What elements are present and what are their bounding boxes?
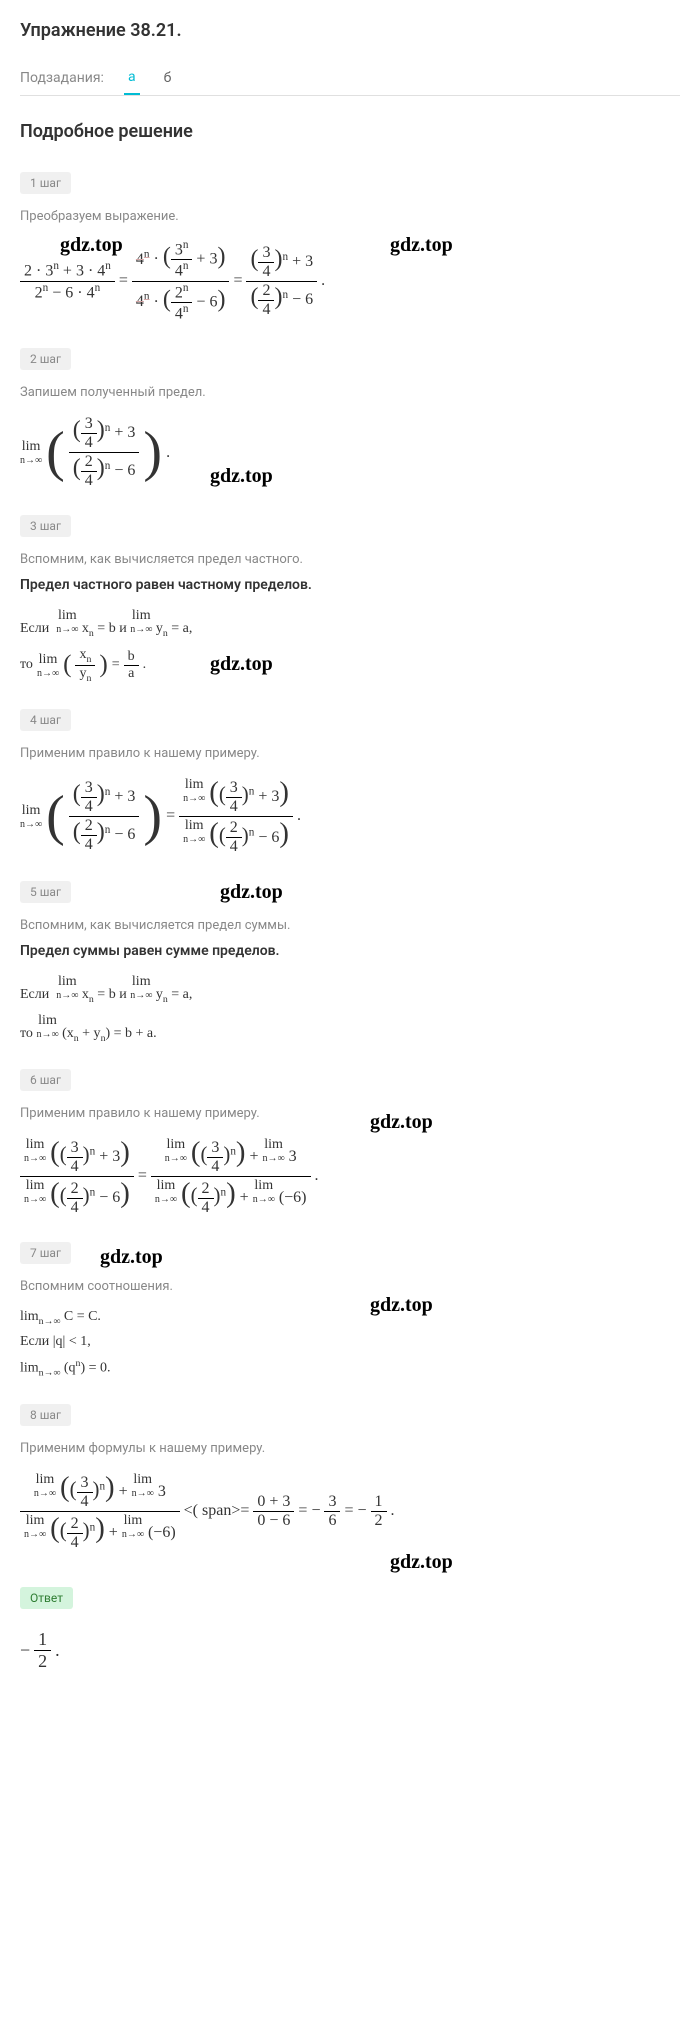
step-badge-8: 8 шаг xyxy=(20,1404,71,1426)
tab-a[interactable]: а xyxy=(124,61,140,95)
subtasks-row: Подзадания: а б xyxy=(20,61,680,96)
step-bold-5: Предел суммы равен сумме пределов. xyxy=(20,943,680,959)
math-step-3: gdz.top Если limn→∞ xn = b и limn→∞ yn =… xyxy=(20,608,680,683)
math-step-7: gdz.top limn→∞ C = C. Если |q| < 1, limn… xyxy=(20,1309,680,1379)
step-badge-2: 2 шаг xyxy=(20,348,71,370)
math-step-4: gdz.top limn→∞ ( (34)n + 3 (24)n − 6 ) =… xyxy=(20,776,680,857)
step-badge-1: 1 шаг xyxy=(20,172,71,194)
step-text-8: Применим формулы к нашему примеру. xyxy=(20,1441,680,1456)
subtasks-label: Подзадания: xyxy=(20,70,104,86)
watermark: gdz.top xyxy=(220,881,283,904)
step-text-4: Применим правило к нашему примеру. xyxy=(20,746,680,761)
tab-b[interactable]: б xyxy=(160,62,176,94)
math-step-8: gdz.top limn→∞ ((34)n) + limn→∞ 3 limn→∞… xyxy=(20,1471,680,1552)
watermark: gdz.top xyxy=(100,1246,163,1269)
step-text-7: Вспомним соотношения. xyxy=(20,1279,680,1294)
section-title: Подробное решение xyxy=(20,121,680,142)
math-step-2: gdz.top limn→∞ ( (34)n + 3 (24)n − 6 ) . xyxy=(20,415,680,490)
math-step-1: gdz.top gdz.top 2 · 3n + 3 · 4n 2n − 6 ·… xyxy=(20,239,680,323)
exercise-title: Упражнение 38.21. xyxy=(20,20,680,41)
step-badge-7: 7 шаг xyxy=(20,1242,71,1264)
math-step-5: Если limn→∞ xn = b и limn→∞ yn = a, то l… xyxy=(20,974,680,1044)
step-badge-5: 5 шаг xyxy=(20,881,71,903)
step-text-5: Вспомним, как вычисляется предел суммы. xyxy=(20,918,680,933)
math-step-6: gdz.top gdz.top limn→∞ ((34)n + 3) limn→… xyxy=(20,1136,680,1217)
step-text-3: Вспомним, как вычисляется предел частног… xyxy=(20,552,680,567)
step-badge-6: 6 шаг xyxy=(20,1069,71,1091)
step-bold-3: Предел частного равен частному пределов. xyxy=(20,577,680,593)
step-text-1: Преобразуем выражение. xyxy=(20,209,680,224)
answer-badge: Ответ xyxy=(20,1587,73,1609)
answer-value: −12. xyxy=(20,1629,680,1672)
step-text-2: Запишем полученный предел. xyxy=(20,385,680,400)
step-badge-4: 4 шаг xyxy=(20,709,71,731)
step-badge-3: 3 шаг xyxy=(20,515,71,537)
step-text-6: Применим правило к нашему примеру. xyxy=(20,1106,680,1121)
watermark: gdz.top xyxy=(390,1551,453,1574)
